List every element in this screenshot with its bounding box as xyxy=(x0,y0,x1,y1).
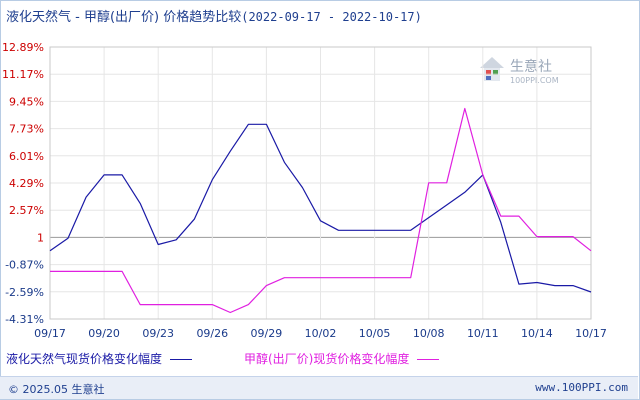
series-lines xyxy=(49,107,592,314)
x-tick-label: 09/29 xyxy=(251,327,283,340)
legend-label-lng: 液化天然气现货价格变化幅度 xyxy=(6,352,163,366)
legend-swatch-methanol xyxy=(417,359,440,360)
y-tick-label: -2.59% xyxy=(5,286,44,299)
y-tick-label: 9.45% xyxy=(9,95,44,108)
y-tick-label: 2.57% xyxy=(9,204,44,217)
legend-swatch-lng xyxy=(170,359,193,360)
axes xyxy=(49,46,592,320)
watermark-name: 生意社 xyxy=(510,58,552,75)
x-tick-label: 09/20 xyxy=(88,327,120,340)
y-tick-label: 4.29% xyxy=(9,177,44,190)
lng-price-line xyxy=(49,123,592,293)
watermark-url: 100PPI.COM xyxy=(510,76,559,85)
date-range: (2022-09-17 - 2022-10-17) xyxy=(241,10,422,24)
y-tick-label: 6.01% xyxy=(9,150,44,163)
legend-label-methanol: 甲醇(出厂价)现货价格变化幅度 xyxy=(244,352,410,366)
plot-border xyxy=(49,46,592,320)
watermark-logo: 生意社 100PPI.COM xyxy=(480,57,559,85)
y-tick-label: 7.73% xyxy=(9,123,44,136)
chart-title-text: 液化天然气 - 甲醇(出厂价) 价格趋势比较 xyxy=(6,10,242,25)
x-tick-label: 09/26 xyxy=(196,327,228,340)
chart-title: 液化天然气 - 甲醇(出厂价) 价格趋势比较(2022-09-17 - 2022… xyxy=(6,6,422,25)
x-tick-label: 10/02 xyxy=(305,327,337,340)
x-tick-label: 10/08 xyxy=(413,327,445,340)
y-tick-label: -0.87% xyxy=(5,259,44,272)
copyright-text: © 2025.05 生意社 xyxy=(8,383,105,396)
x-tick-label: 10/05 xyxy=(359,327,391,340)
x-tick-label: 10/17 xyxy=(575,327,607,340)
x-tick-label: 09/17 xyxy=(34,327,66,340)
x-tick-label: 10/11 xyxy=(467,327,499,340)
x-tick-label: 10/14 xyxy=(521,327,553,340)
x-tick-label: 09/23 xyxy=(142,327,174,340)
legend-item-lng: 液化天然气现货价格变化幅度 xyxy=(6,350,193,367)
footer-bar: © 2025.05 生意社 www.100PPI.com xyxy=(0,376,638,399)
legend-item-methanol: 甲醇(出厂价)现货价格变化幅度 xyxy=(244,350,440,367)
y-tick-labels: 12.89% 11.17% 9.45% 7.73% 6.01% 4.29% 2.57% 1 -0… xyxy=(2,41,44,326)
y-tick-label: 1 xyxy=(37,231,44,244)
methanol-price-line xyxy=(50,107,592,314)
y-tick-label: 12.89% xyxy=(2,41,44,54)
x-tick-labels: 09/17 09/20 09/23 09/26 09/29 10/02 10/05 10/08… xyxy=(34,327,607,340)
site-link[interactable]: www.100PPI.com xyxy=(535,381,628,394)
y-tick-label: -4.31% xyxy=(5,313,44,326)
y-tick-label: 11.17% xyxy=(2,68,44,81)
